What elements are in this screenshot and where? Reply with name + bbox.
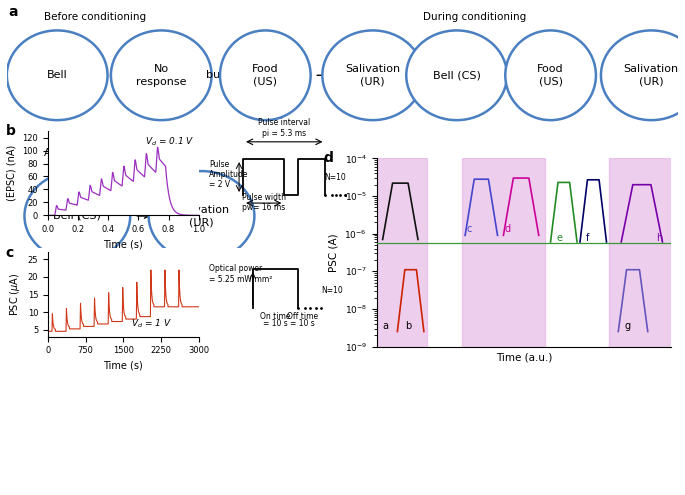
Text: Food
(US): Food (US) [537,64,564,87]
Ellipse shape [601,30,685,120]
Text: = 10 s: = 10 s [290,319,314,328]
Text: Bell: Bell [47,70,68,80]
Text: but: but [206,70,224,80]
Text: d: d [324,151,334,165]
Ellipse shape [111,30,212,120]
Text: Off time: Off time [286,312,318,321]
Text: Pulse
Amplitude
= 2 V: Pulse Amplitude = 2 V [209,159,249,190]
Text: a: a [383,321,388,331]
Text: +: + [503,66,517,84]
Text: a: a [8,5,18,19]
X-axis label: Time (s): Time (s) [103,240,143,249]
Text: Bell (CS): Bell (CS) [433,70,481,80]
Text: g: g [624,321,630,331]
Ellipse shape [25,171,130,261]
Text: Salivation
(UR): Salivation (UR) [345,64,400,87]
Text: h: h [656,233,663,243]
Text: = 10 s: = 10 s [263,319,288,328]
Text: $V_d$ = 1 V: $V_d$ = 1 V [131,317,172,330]
Text: After Conditioning: After Conditioning [44,148,138,158]
Text: Salivation
(UR): Salivation (UR) [624,64,679,87]
Text: c: c [466,224,472,234]
Ellipse shape [220,30,310,120]
Text: Before conditioning: Before conditioning [44,12,146,22]
Y-axis label: PSC ($\mu$A): PSC ($\mu$A) [8,273,22,316]
Text: e: e [556,233,562,243]
Text: Optical power
= 5.25 mW/mm²: Optical power = 5.25 mW/mm² [209,264,273,284]
Text: Bell (CS): Bell (CS) [53,211,101,221]
Text: N=10: N=10 [324,173,346,182]
Text: c: c [5,246,14,260]
Text: Pulse width
pw= 16 ms: Pulse width pw= 16 ms [242,193,286,212]
X-axis label: Time (s): Time (s) [103,361,143,371]
Text: During conditioning: During conditioning [423,12,526,22]
Y-axis label: (EPSC) (nA): (EPSC) (nA) [7,145,17,201]
Bar [377,158,427,346]
Text: b: b [405,321,411,331]
Text: d: d [505,224,511,234]
Text: Salivation
(UR): Salivation (UR) [174,204,229,227]
Text: b: b [5,124,16,139]
Y-axis label: PSC (A): PSC (A) [329,233,339,272]
Bar [610,158,671,346]
Text: Food
(US): Food (US) [252,64,279,87]
Ellipse shape [323,30,423,120]
Ellipse shape [506,30,596,120]
Text: f: f [586,233,589,243]
Text: N=10: N=10 [321,286,343,296]
Text: Pulse interval
pi = 5.3 ms: Pulse interval pi = 5.3 ms [258,118,310,138]
Bar [462,158,545,346]
Ellipse shape [406,30,507,120]
Text: No
response: No response [136,64,186,87]
Text: $V_d$ = 0.1 V: $V_d$ = 0.1 V [145,136,194,148]
X-axis label: Time (a.u.): Time (a.u.) [496,352,552,362]
Ellipse shape [149,171,254,261]
Ellipse shape [7,30,108,120]
Text: On time: On time [260,312,290,321]
